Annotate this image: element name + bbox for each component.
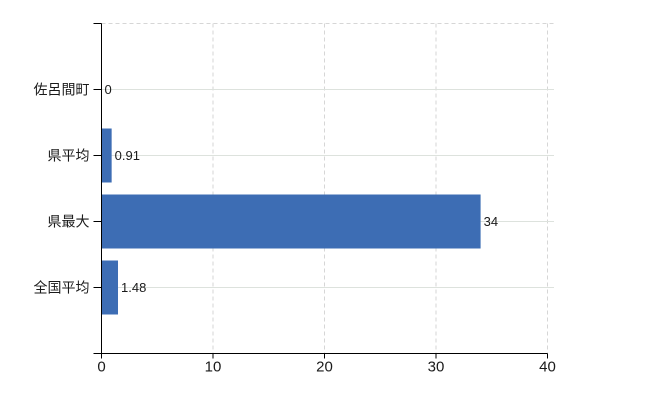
category-label: 全国平均 xyxy=(34,280,90,296)
x-tick-label: 10 xyxy=(205,359,222,376)
x-tick-label: 40 xyxy=(539,359,556,376)
x-tick-label: 0 xyxy=(97,359,105,376)
category-label: 県平均 xyxy=(48,148,90,164)
category-label: 佐呂間町 xyxy=(34,82,90,98)
value-label: 1.48 xyxy=(121,280,146,295)
value-label: 34 xyxy=(484,214,498,229)
bar xyxy=(101,260,119,315)
x-tick-label: 30 xyxy=(428,359,445,376)
value-label: 0.91 xyxy=(115,148,140,163)
x-tick-label: 20 xyxy=(316,359,333,376)
bar xyxy=(101,128,112,183)
category-label: 県最大 xyxy=(48,214,90,230)
value-label: 0 xyxy=(105,82,112,97)
bar xyxy=(101,194,481,249)
